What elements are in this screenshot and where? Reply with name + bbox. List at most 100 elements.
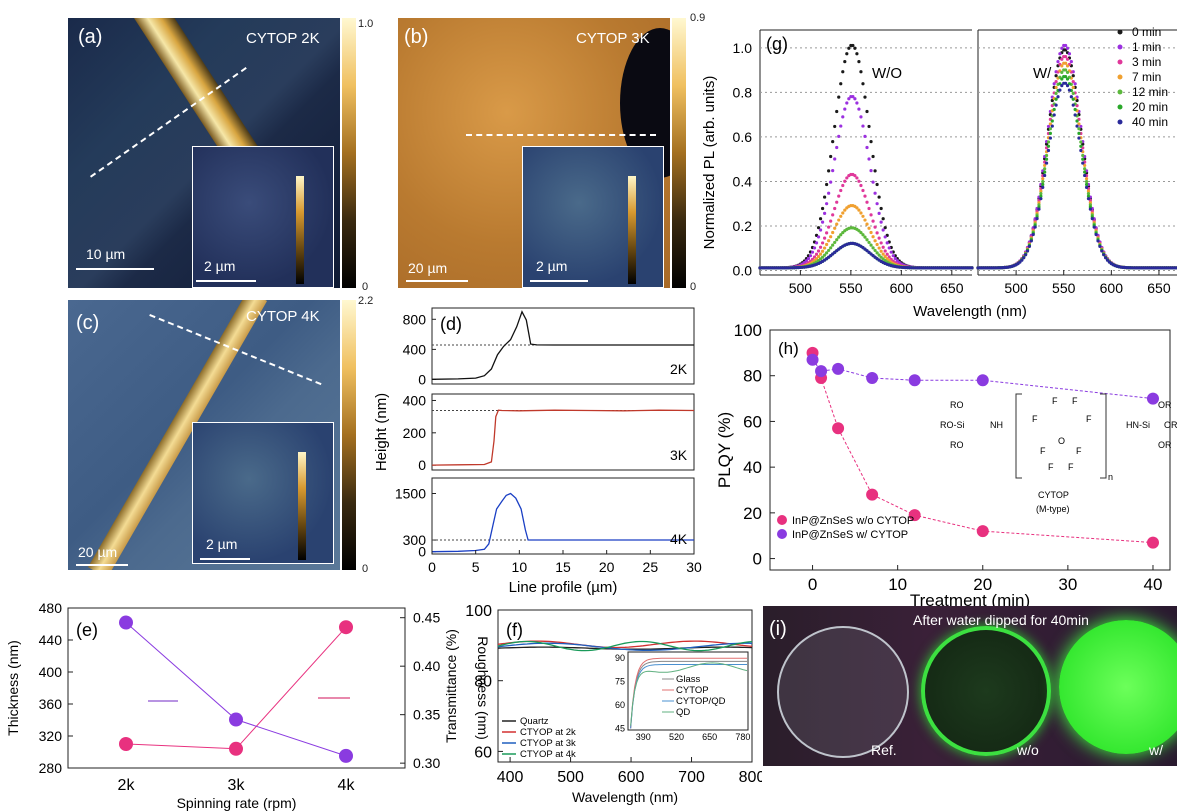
tick-label: 100 [465,603,492,620]
tick-label: 400 [403,341,427,357]
tick-label: 10 [888,575,907,594]
data-point [1054,97,1058,101]
series-line [125,622,347,757]
data-point [1044,161,1049,165]
tick-label: 0 [418,457,426,473]
tick-label: 0.2 [733,218,753,234]
data-point [843,107,847,111]
data-point [1044,142,1049,146]
legend-label: Glass [676,674,701,685]
data-point [875,242,879,247]
data-point [1069,95,1073,99]
data-point [871,154,875,159]
data-point [1046,144,1051,148]
data-point [820,249,825,253]
data-point [873,248,877,253]
data-point [837,235,841,239]
plot-frame [431,307,695,385]
data-point [863,95,867,99]
data-point [808,254,813,258]
panel-title-c: CYTOP 4K [246,308,320,325]
data-point [1071,91,1075,95]
data-point [1079,144,1083,148]
data-point [831,230,835,235]
data-point [843,60,847,64]
tick-label: 15 [555,559,571,575]
tick-label: 0.30 [413,755,440,771]
tick-label: 20 [599,559,615,575]
data-point [1048,136,1052,140]
tick-label: 480 [39,600,63,616]
data-point [881,217,885,221]
colorbar-min: 0 [690,281,697,293]
legend-label: 12 min [1132,85,1168,99]
data-point [831,169,835,173]
tag-ref: Ref. [871,742,897,758]
data-point [806,256,811,261]
sample-with [1059,620,1177,754]
tick-label: 60 [474,744,492,761]
data-point [1065,84,1070,88]
inset-tick-label: 75 [615,677,625,687]
data-point [1064,43,1068,48]
data-point [871,180,875,184]
data-point [881,228,885,232]
row-tag: 3K [670,447,688,463]
data-point [818,245,823,249]
data-point [1043,167,1047,171]
data-point [829,154,833,159]
afm-image-4k: (c) CYTOP 4K 20 µm 2 µm [68,300,340,570]
data-point [1086,197,1091,201]
legend-marker [777,515,787,525]
tick-label: 650 [1147,280,1171,296]
scale-bar [406,280,468,282]
data-point [827,191,831,195]
data-point [857,60,861,64]
structure-atom: RO [950,400,964,410]
data-point [1075,119,1079,123]
afm-image-2k: (a) CYTOP 2K 10 µm 2 µm [68,18,340,288]
data-point [1096,239,1100,243]
tick-label: 80 [743,367,762,386]
panel-label: (e) [76,620,98,640]
colorbar-b [672,18,686,288]
tick-label: 0.45 [413,610,440,626]
data-point [835,238,839,242]
y-axis-label-right: Roughness (nm) [475,636,491,740]
data-point [1081,157,1085,161]
data-point [877,246,881,250]
tick-label: 2k [118,777,136,794]
data-point [1022,256,1026,260]
data-point [865,145,869,150]
data-point [833,226,837,230]
legend-marker [1117,44,1123,50]
plot-frame [431,393,695,471]
data-point [339,748,353,763]
data-point [1071,79,1075,84]
data-point [1052,113,1056,117]
data-point [1073,82,1077,86]
data-point [1067,52,1072,56]
data-point [823,236,827,240]
data-point [1064,81,1068,85]
data-point [845,52,849,56]
data-point [841,115,845,119]
tick-label: 4k [338,777,356,794]
data-point [829,180,833,184]
data-point [1039,194,1043,198]
legend-label: CYTOP [676,685,709,696]
data-point [1058,88,1062,92]
data-point [867,226,871,230]
data-point [1060,64,1064,68]
tick-label: 300 [403,532,427,548]
x-axis-label: Spinning rate (rpm) [177,795,297,811]
panel-title-b: CYTOP 3K [576,30,650,47]
tick-label: 0.6 [733,129,753,145]
tick-label: 0 [808,575,817,594]
data-point [833,240,837,245]
data-point [1067,88,1072,92]
legend-label: CYTOP/QD [676,696,726,707]
legend-marker [1117,74,1123,80]
data-point [1056,95,1060,99]
